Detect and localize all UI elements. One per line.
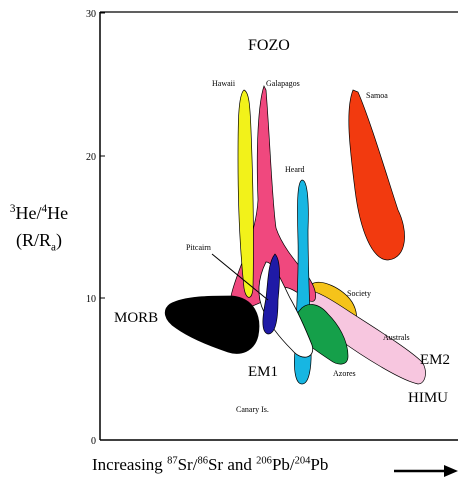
y-tick-label-10: 10 bbox=[86, 294, 96, 305]
y-axis-label: 3He/4He (R/Ra) bbox=[8, 200, 70, 254]
y-tick-label-20: 20 bbox=[86, 152, 96, 163]
pitcairn-label: Pitcairn bbox=[186, 243, 211, 252]
morb-field bbox=[164, 295, 260, 354]
society-label: Society bbox=[347, 289, 371, 298]
fozo-label: FOZO bbox=[248, 37, 290, 54]
azores-label: Azores bbox=[333, 369, 356, 378]
canary-label: Canary Is. bbox=[236, 405, 269, 414]
em1-label: EM1 bbox=[248, 364, 278, 380]
em2-label: EM2 bbox=[420, 352, 450, 368]
hawaii-label: Hawaii bbox=[212, 79, 236, 88]
pitcairn-pointer bbox=[211, 253, 269, 301]
galapagos-label: Galapagos bbox=[266, 79, 300, 88]
samoa-field bbox=[348, 89, 405, 261]
pitcairn-field bbox=[262, 253, 280, 335]
y-axis-label-line1: 3He/4He bbox=[9, 203, 69, 223]
australs-label: Australs bbox=[383, 333, 410, 342]
y-tick-label-30: 30 bbox=[86, 9, 96, 20]
morb-label: MORB bbox=[114, 310, 158, 326]
y-tick-label-0: 0 bbox=[91, 436, 96, 447]
himu-label: HIMU bbox=[408, 390, 448, 406]
y-axis-label-line2: (R/Ra) bbox=[16, 230, 62, 254]
hawaii-field bbox=[237, 89, 254, 298]
samoa-label: Samoa bbox=[366, 91, 388, 100]
heard-label: Heard bbox=[285, 165, 305, 174]
x-arrow-head bbox=[444, 465, 458, 477]
x-axis-label: Increasing 87Sr/86Sr and 206Pb/204Pb bbox=[92, 455, 329, 474]
